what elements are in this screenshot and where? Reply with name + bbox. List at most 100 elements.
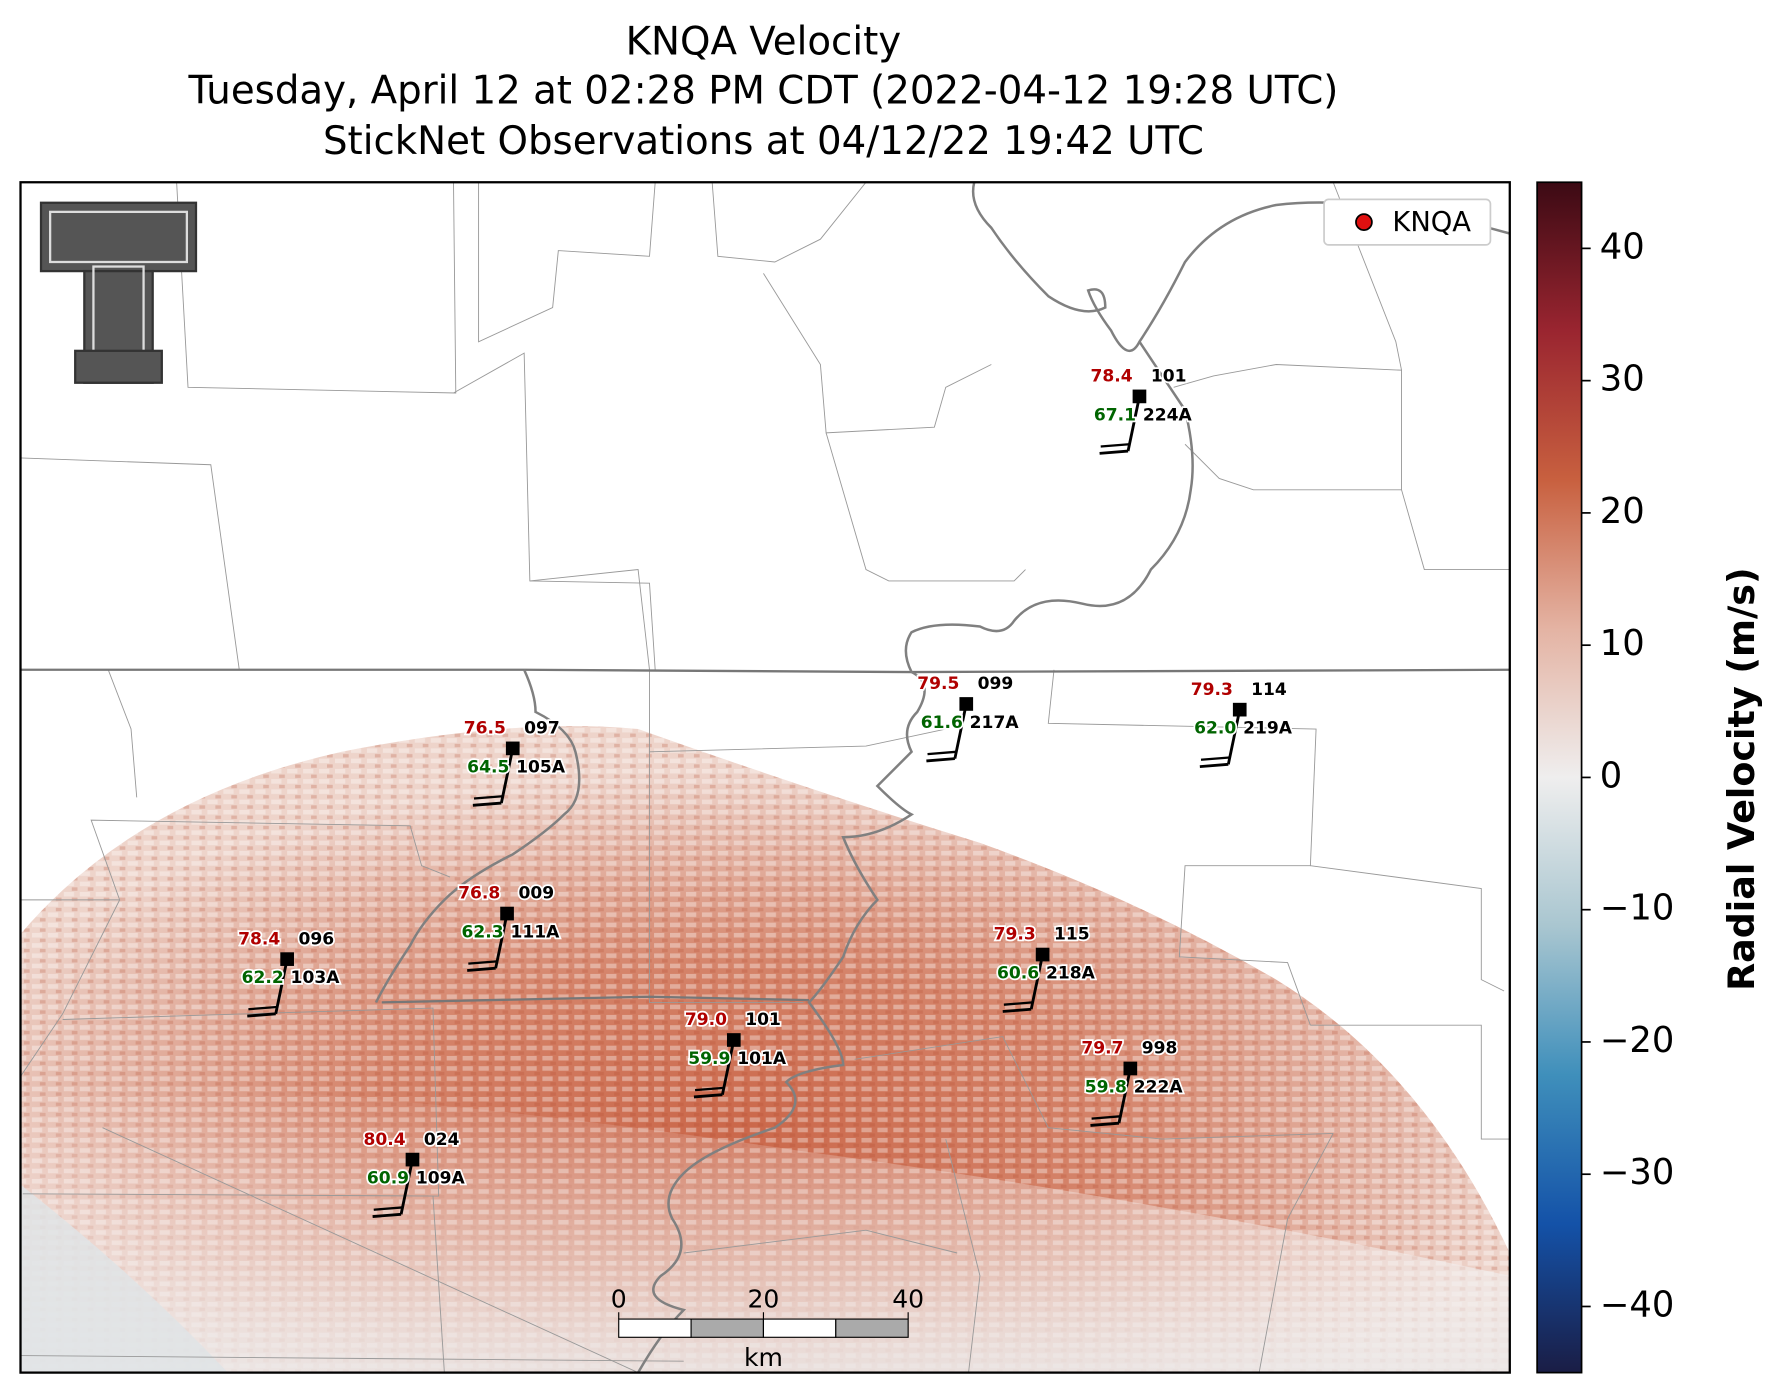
dewpoint: 60.6 (997, 963, 1039, 983)
station-id: 224A (1143, 405, 1193, 425)
colorbar-tick-label: 0 (1600, 755, 1622, 796)
wind-barb (248, 1005, 277, 1011)
pressure: 009 (518, 884, 554, 904)
wind-barb (1091, 1115, 1121, 1120)
map-frame (19, 181, 1511, 1374)
dewpoint: 62.3 (461, 922, 503, 942)
colorbar-tick-label: 40 (1600, 226, 1645, 267)
wind-barb (927, 750, 957, 756)
river (374, 182, 1510, 1373)
station: 79.3 114 62.0 219A (1189, 678, 1295, 769)
pressure: 096 (299, 929, 335, 949)
station-marker (505, 741, 520, 756)
station: 79.5 099 61.6 217A (916, 672, 1021, 763)
station-id: 111A (510, 922, 560, 942)
station: 79.3 115 60.6 218A (992, 923, 1097, 1013)
station: 79.7 998 59.8 222A (1080, 1037, 1185, 1127)
wind-barb-staff (1029, 954, 1045, 1010)
wind-barb (1099, 449, 1129, 455)
temperature: 79.0 (685, 1010, 727, 1030)
legend-marker (1355, 213, 1373, 231)
dewpoint: 59.8 (1085, 1077, 1127, 1097)
station-id: 222A (1134, 1077, 1184, 1097)
colorbar-tick-label: 30 (1600, 359, 1645, 400)
wind-barb (468, 960, 497, 965)
colorbar-tick-label: −20 (1600, 1020, 1675, 1061)
wind-barb (373, 1206, 403, 1211)
pressure: 115 (1054, 925, 1090, 945)
temperature: 78.4 (1090, 367, 1132, 387)
scale-bar-segment (690, 1318, 765, 1338)
wind-barb-staff (1226, 709, 1242, 765)
dewpoint: 62.0 (1194, 719, 1236, 739)
scale-bar-label: 20 (747, 1285, 779, 1314)
scale-bar-label: 0 (611, 1285, 627, 1314)
wind-barb (247, 1012, 276, 1018)
pressure: 097 (524, 719, 560, 739)
scale-bar-segment (762, 1318, 837, 1338)
wind-barb-staff (399, 1159, 414, 1215)
station: 76.5 097 64.5 105A (462, 717, 568, 807)
colorbar-tick-label: −10 (1600, 888, 1675, 929)
station: 76.8 009 62.3 111A (456, 882, 562, 972)
pressure: 101 (745, 1010, 781, 1030)
station-id: 105A (516, 757, 566, 777)
title-line: StickNet Observations at 04/12/22 19:42 … (323, 119, 1204, 164)
pressure: 101 (1151, 367, 1187, 387)
wind-barb (473, 795, 503, 800)
wind-barb (1002, 1007, 1032, 1013)
county-borders (20, 182, 1510, 1373)
station-id: 109A (416, 1169, 466, 1189)
map-area: 78.4 101 67.1 224A 79.5 099 61.6 217A 79.3 114 62.… (20, 182, 1510, 1373)
wind-barb-staff (953, 703, 968, 759)
station: 80.4 024 60.9 109A (362, 1128, 467, 1218)
station-id: 217A (970, 713, 1020, 733)
wind-barb (1199, 762, 1229, 769)
station-id: 218A (1046, 963, 1096, 983)
pressure: 998 (1142, 1039, 1178, 1059)
colorbar-tick-label: −40 (1600, 1284, 1675, 1325)
temperature: 79.3 (1191, 680, 1233, 700)
wind-barb-staff (1117, 1068, 1132, 1124)
station-marker (959, 697, 974, 711)
wind-barb (472, 801, 502, 807)
station-marker (1123, 1061, 1138, 1076)
scale-bar-segment (835, 1318, 909, 1338)
pressure: 024 (424, 1130, 460, 1150)
temperature: 79.5 (917, 674, 959, 694)
station-marker (1035, 947, 1050, 962)
temperature: 79.3 (994, 925, 1036, 945)
scale-bar-segment (618, 1318, 692, 1338)
wind-barb (1100, 443, 1130, 448)
station-marker (280, 952, 294, 966)
station: 78.4 101 67.1 224A (1089, 365, 1194, 455)
radar-echoes (20, 726, 1510, 1373)
temperature: 76.8 (458, 884, 500, 904)
wind-barb-staff (274, 958, 289, 1015)
dewpoint: 60.9 (367, 1169, 409, 1189)
colorbar-label: Radial Velocity (m/s) (1720, 567, 1763, 991)
temperature: 78.4 (238, 929, 280, 949)
colorbar-tick-label: 20 (1600, 491, 1645, 532)
wind-barb (1200, 756, 1230, 761)
state-border (20, 668, 1510, 674)
colorbar (1536, 181, 1583, 1374)
station-marker (1132, 389, 1147, 404)
title-line: Tuesday, April 12 at 02:28 PM CDT (2022-… (188, 69, 1339, 114)
station-marker (500, 906, 514, 921)
temperature: 80.4 (364, 1130, 406, 1150)
wind-barb-staff (494, 913, 509, 969)
scale-bar-unit: km (744, 1343, 783, 1372)
temperature: 76.5 (464, 719, 506, 739)
wind-barb (372, 1212, 402, 1218)
colorbar-ticks: −40 −30 −20 −10 0 10 20 30 40 (1581, 226, 1675, 1325)
dewpoint: 62.2 (242, 968, 284, 988)
legend-label: KNQA (1392, 207, 1471, 238)
wind-barb (693, 1093, 723, 1099)
wind-barb-staff (1126, 396, 1141, 452)
dewpoint: 67.1 (1094, 405, 1136, 425)
dewpoint: 61.6 (921, 713, 963, 733)
station-id: 101A (737, 1049, 787, 1069)
wind-barb-staff (499, 748, 515, 804)
legend: KNQA (1323, 198, 1492, 246)
